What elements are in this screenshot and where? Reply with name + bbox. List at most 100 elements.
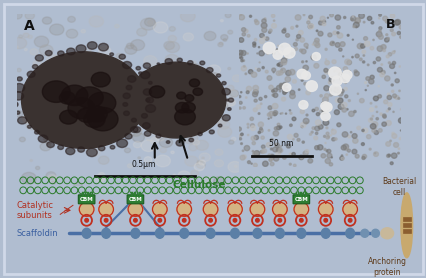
Circle shape — [136, 28, 147, 36]
Ellipse shape — [176, 202, 191, 216]
Circle shape — [354, 18, 360, 23]
Circle shape — [268, 85, 273, 90]
Circle shape — [250, 124, 254, 128]
Circle shape — [23, 33, 29, 38]
Circle shape — [371, 129, 374, 132]
Circle shape — [283, 51, 288, 56]
Circle shape — [319, 95, 322, 97]
Circle shape — [196, 160, 202, 165]
Circle shape — [348, 111, 353, 116]
Circle shape — [32, 64, 38, 69]
Circle shape — [144, 18, 155, 26]
Circle shape — [244, 145, 249, 151]
Circle shape — [217, 102, 227, 110]
Circle shape — [249, 15, 251, 17]
Circle shape — [165, 42, 179, 53]
Circle shape — [316, 55, 318, 57]
Circle shape — [321, 108, 327, 113]
Circle shape — [275, 152, 279, 156]
Circle shape — [254, 38, 256, 41]
Circle shape — [73, 128, 81, 134]
Circle shape — [87, 111, 94, 117]
Ellipse shape — [152, 202, 167, 216]
Circle shape — [60, 131, 72, 140]
Ellipse shape — [294, 202, 308, 216]
Circle shape — [130, 39, 144, 50]
Circle shape — [271, 94, 274, 96]
Circle shape — [340, 89, 343, 93]
Circle shape — [261, 23, 266, 28]
Text: Bacterial
cell: Bacterial cell — [381, 177, 415, 197]
Circle shape — [27, 125, 32, 128]
Circle shape — [272, 147, 277, 152]
Circle shape — [157, 63, 159, 65]
Circle shape — [181, 102, 195, 113]
Circle shape — [192, 140, 199, 145]
Circle shape — [389, 14, 394, 18]
Text: Catalytic
subunits: Catalytic subunits — [16, 201, 53, 220]
Circle shape — [371, 122, 377, 127]
Circle shape — [386, 93, 389, 96]
Bar — [402, 229, 410, 233]
Ellipse shape — [345, 228, 354, 238]
Circle shape — [272, 158, 273, 159]
Circle shape — [323, 148, 325, 150]
Circle shape — [282, 82, 286, 87]
Circle shape — [95, 112, 99, 116]
Circle shape — [160, 72, 172, 81]
Circle shape — [222, 81, 226, 85]
Circle shape — [380, 64, 382, 65]
Circle shape — [88, 107, 118, 131]
Circle shape — [322, 97, 328, 102]
Circle shape — [322, 22, 325, 26]
Ellipse shape — [155, 228, 164, 238]
Circle shape — [89, 16, 103, 27]
Circle shape — [302, 151, 307, 156]
Circle shape — [219, 42, 222, 45]
Circle shape — [301, 141, 304, 143]
Circle shape — [325, 150, 327, 152]
Circle shape — [253, 90, 258, 94]
Circle shape — [305, 61, 306, 62]
Circle shape — [247, 34, 250, 37]
Circle shape — [58, 51, 64, 56]
Circle shape — [299, 49, 302, 52]
Circle shape — [175, 102, 188, 113]
Circle shape — [225, 99, 228, 101]
Circle shape — [91, 96, 106, 108]
FancyBboxPatch shape — [78, 195, 95, 204]
Circle shape — [387, 154, 389, 157]
Circle shape — [94, 174, 104, 182]
Circle shape — [72, 81, 83, 90]
Circle shape — [270, 162, 273, 166]
Circle shape — [145, 105, 155, 112]
Circle shape — [86, 49, 91, 53]
Circle shape — [126, 79, 138, 88]
Circle shape — [227, 108, 230, 110]
Circle shape — [189, 93, 198, 100]
Circle shape — [258, 51, 264, 56]
Circle shape — [24, 48, 27, 51]
Circle shape — [168, 35, 176, 42]
Circle shape — [372, 96, 377, 101]
Circle shape — [300, 126, 302, 128]
Circle shape — [209, 130, 214, 134]
Circle shape — [366, 135, 370, 139]
Circle shape — [323, 135, 325, 137]
Circle shape — [325, 59, 326, 60]
Circle shape — [270, 117, 271, 118]
Circle shape — [370, 21, 373, 24]
Circle shape — [302, 14, 304, 16]
Circle shape — [337, 73, 343, 78]
Circle shape — [66, 48, 75, 55]
Circle shape — [89, 131, 102, 141]
Circle shape — [216, 116, 227, 125]
Circle shape — [351, 39, 353, 40]
Circle shape — [130, 76, 144, 87]
Circle shape — [240, 51, 245, 56]
Circle shape — [68, 98, 95, 119]
Ellipse shape — [230, 228, 239, 238]
Circle shape — [123, 93, 130, 99]
Circle shape — [261, 19, 265, 23]
Circle shape — [245, 97, 247, 98]
